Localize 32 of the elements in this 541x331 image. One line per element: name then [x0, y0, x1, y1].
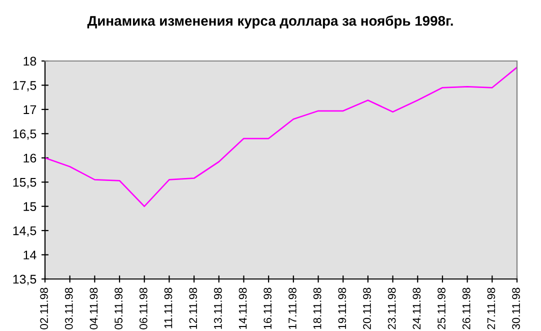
x-tick-label: 30.11.98	[512, 288, 520, 330]
x-tick-label: 03.11.98	[64, 288, 73, 330]
y-tick-label: 16,5	[13, 129, 36, 140]
x-tick-label: 14.11.98	[238, 288, 247, 329]
x-tick-label: 13.11.98	[214, 288, 222, 329]
y-tick-label: 17	[24, 105, 36, 114]
chart-title: Динамика изменения курса доллара за ноябрь 1998г.	[87, 15, 453, 29]
y-tick-label: 14	[24, 250, 36, 260]
x-tick-label: 16.11.98	[264, 288, 272, 329]
line-series	[45, 66, 517, 208]
x-tick-label: 27.11.98	[487, 288, 496, 330]
x-tick-label: 24.11.98	[412, 288, 421, 330]
x-tick-label: 25.11.98	[438, 288, 446, 330]
x-tick-label: 02.11.98	[40, 288, 48, 330]
y-tick-label: 13,5	[13, 274, 36, 286]
x-tick-label: 05.11.98	[114, 288, 123, 330]
y-tick-label: 18	[24, 56, 36, 66]
x-tick-label: 04.11.98	[90, 288, 98, 330]
x-tick-label: 18.11.98	[313, 288, 322, 329]
y-tick-label: 15	[24, 202, 36, 211]
x-tick-label: 19.11.98	[338, 288, 346, 329]
x-tick-label: 06.11.98	[139, 288, 148, 330]
y-tick-label: 14,5	[13, 226, 36, 237]
x-tick-label: 17.11.98	[288, 288, 296, 329]
y-tick-label: 17,5	[13, 81, 36, 92]
x-tick-label: 26.11.98	[462, 288, 470, 330]
x-tick-label: 12.11.98	[189, 288, 198, 329]
y-tick-label: 16	[24, 154, 36, 163]
x-tick-label: 20.11.98	[363, 288, 371, 330]
y-tick-label: 15,5	[13, 178, 36, 188]
x-tick-label: 11.11.98	[164, 288, 172, 328]
x-tick-label: 23.11.98	[388, 288, 396, 330]
